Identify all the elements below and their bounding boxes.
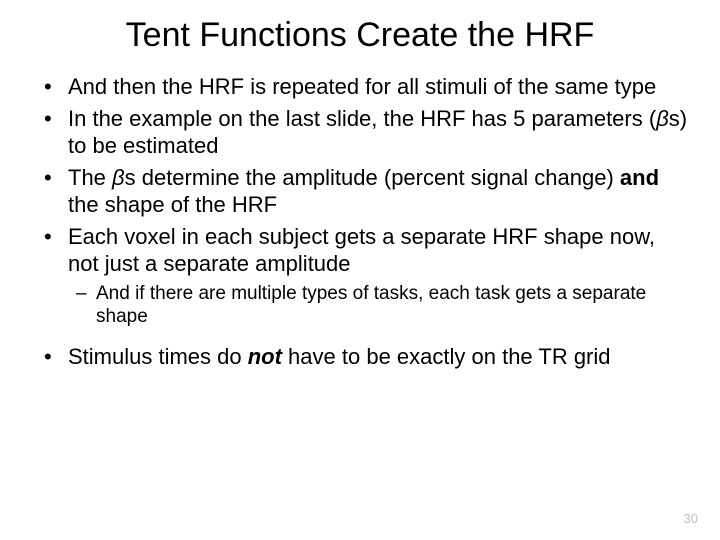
bullet-item: Stimulus times do not have to be exactly… — [32, 343, 688, 371]
bullet-text: determine the amplitude (percent signal … — [136, 165, 620, 190]
bullet-text: And then the HRF is repeated for all sti… — [68, 74, 656, 99]
bullet-text: s — [125, 165, 136, 190]
sub-bullet-list: And if there are multiple types of tasks… — [68, 282, 688, 330]
bullet-text: s — [669, 106, 680, 131]
bullet-text: the shape of the HRF — [68, 192, 277, 217]
bullet-item: The βs determine the amplitude (percent … — [32, 164, 688, 219]
bullet-item: Each voxel in each subject gets a separa… — [32, 223, 688, 330]
bullet-text: Stimulus times do — [68, 344, 248, 369]
sub-bullet-text: And if there are multiple types of tasks… — [96, 283, 646, 328]
spacer — [32, 333, 688, 343]
bullet-text-bold: and — [620, 165, 659, 190]
bullet-text-emph: not — [248, 344, 282, 369]
page-number: 30 — [684, 511, 698, 526]
slide: Tent Functions Create the HRF And then t… — [0, 0, 720, 540]
bullet-list: And then the HRF is repeated for all sti… — [32, 73, 688, 371]
bullet-text: In the example on the last slide, the HR… — [68, 106, 656, 131]
bullet-text: Each voxel in each subject gets a separa… — [68, 224, 655, 277]
bullet-text: The — [68, 165, 112, 190]
beta-symbol: β — [112, 165, 125, 190]
slide-title: Tent Functions Create the HRF — [32, 16, 688, 55]
bullet-item: And then the HRF is repeated for all sti… — [32, 73, 688, 101]
bullet-text: have to be exactly on the TR grid — [282, 344, 611, 369]
beta-symbol: β — [656, 106, 669, 131]
sub-bullet-item: And if there are multiple types of tasks… — [68, 282, 688, 330]
bullet-item: In the example on the last slide, the HR… — [32, 105, 688, 160]
